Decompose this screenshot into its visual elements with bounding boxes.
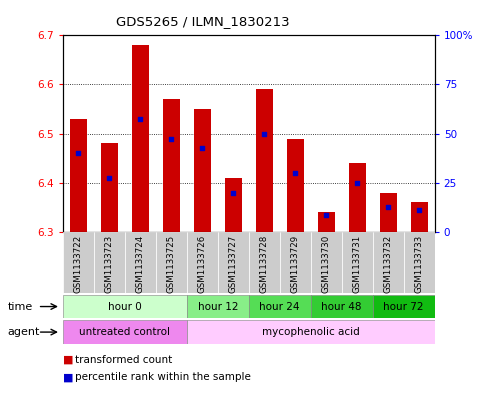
- Bar: [411, 202, 428, 232]
- Point: [168, 135, 175, 141]
- Bar: [194, 109, 211, 232]
- Text: GSM1133722: GSM1133722: [74, 235, 83, 293]
- Bar: [311, 295, 373, 318]
- Bar: [187, 295, 249, 318]
- Bar: [373, 295, 435, 318]
- Text: ■: ■: [63, 372, 73, 382]
- Bar: [225, 178, 242, 232]
- Bar: [63, 320, 187, 344]
- Bar: [249, 232, 280, 293]
- Text: GDS5265 / ILMN_1830213: GDS5265 / ILMN_1830213: [116, 15, 290, 28]
- Point: [384, 204, 392, 211]
- Bar: [349, 163, 366, 232]
- Bar: [156, 232, 187, 293]
- Text: GSM1133727: GSM1133727: [229, 235, 238, 293]
- Bar: [249, 295, 311, 318]
- Text: GSM1133723: GSM1133723: [105, 235, 114, 293]
- Text: hour 12: hour 12: [198, 301, 238, 312]
- Text: agent: agent: [7, 327, 40, 337]
- Point: [199, 145, 206, 152]
- Point: [260, 130, 268, 137]
- Bar: [63, 232, 94, 293]
- Text: time: time: [7, 301, 32, 312]
- Text: percentile rank within the sample: percentile rank within the sample: [75, 372, 251, 382]
- Text: GSM1133726: GSM1133726: [198, 235, 207, 293]
- Text: GSM1133724: GSM1133724: [136, 235, 145, 293]
- Text: hour 24: hour 24: [259, 301, 300, 312]
- Bar: [132, 45, 149, 232]
- Bar: [70, 119, 87, 232]
- Text: GSM1133725: GSM1133725: [167, 235, 176, 293]
- Bar: [404, 232, 435, 293]
- Point: [354, 180, 361, 186]
- Bar: [187, 320, 435, 344]
- Text: GSM1133733: GSM1133733: [415, 235, 424, 293]
- Text: hour 48: hour 48: [322, 301, 362, 312]
- Text: GSM1133732: GSM1133732: [384, 235, 393, 293]
- Point: [229, 189, 237, 196]
- Bar: [63, 295, 187, 318]
- Bar: [287, 138, 304, 232]
- Text: GSM1133731: GSM1133731: [353, 235, 362, 293]
- Text: hour 72: hour 72: [384, 301, 424, 312]
- Text: GSM1133729: GSM1133729: [291, 235, 300, 293]
- Text: hour 0: hour 0: [108, 301, 142, 312]
- Text: GSM1133730: GSM1133730: [322, 235, 331, 293]
- Text: mycophenolic acid: mycophenolic acid: [262, 327, 360, 337]
- Point: [74, 150, 82, 156]
- Bar: [280, 232, 311, 293]
- Bar: [380, 193, 397, 232]
- Point: [322, 211, 330, 218]
- Bar: [94, 232, 125, 293]
- Text: ■: ■: [63, 354, 73, 365]
- Bar: [342, 232, 373, 293]
- Text: GSM1133728: GSM1133728: [260, 235, 269, 293]
- Point: [291, 170, 299, 176]
- Bar: [218, 232, 249, 293]
- Bar: [373, 232, 404, 293]
- Bar: [318, 212, 335, 232]
- Point: [105, 174, 113, 181]
- Bar: [256, 90, 273, 232]
- Point: [415, 207, 423, 213]
- Bar: [311, 232, 342, 293]
- Text: transformed count: transformed count: [75, 354, 172, 365]
- Bar: [125, 232, 156, 293]
- Bar: [101, 143, 118, 232]
- Bar: [163, 99, 180, 232]
- Point: [136, 116, 144, 122]
- Text: untreated control: untreated control: [79, 327, 170, 337]
- Bar: [187, 232, 218, 293]
